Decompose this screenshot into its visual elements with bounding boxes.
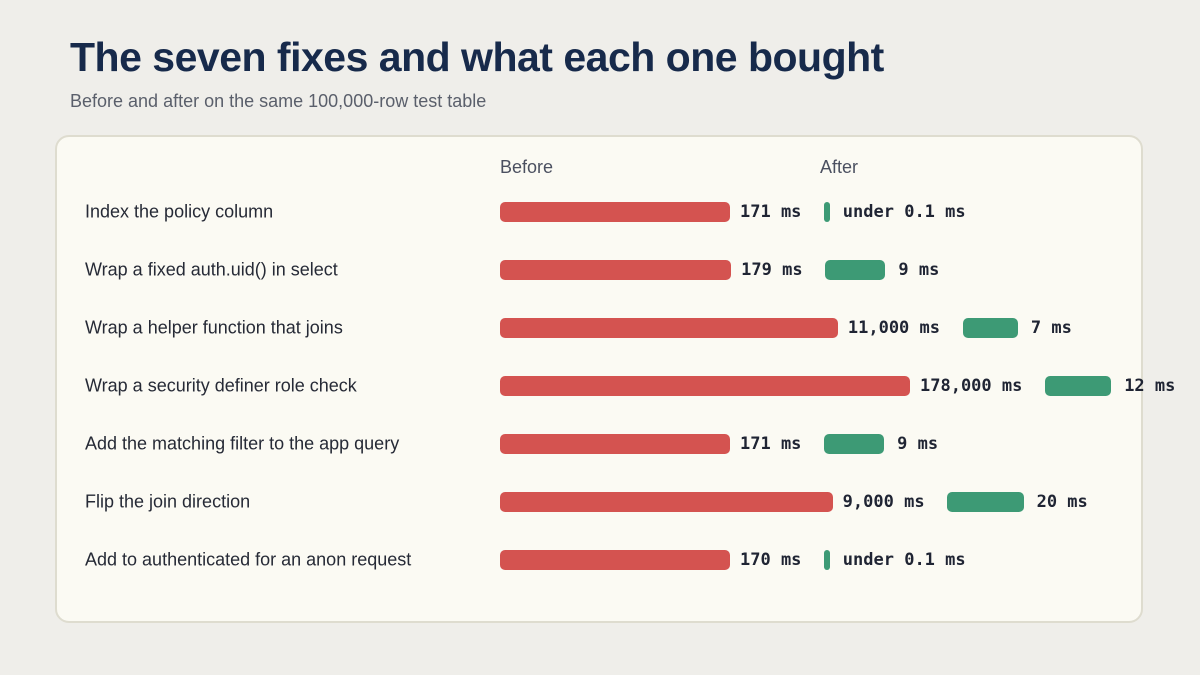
row-label: Index the policy column (85, 201, 274, 222)
after-value-label: 9 ms (897, 434, 939, 454)
after-bar (823, 434, 885, 454)
page-title: The seven fixes and what each one bought (70, 34, 884, 80)
after-bar (823, 550, 830, 570)
before-bar (500, 376, 910, 396)
before-value-label: 178,000 ms (920, 376, 1023, 396)
before-bar (500, 492, 833, 512)
before-value-label: 11,000 ms (847, 318, 940, 338)
before-value-label: 179 ms (741, 260, 803, 280)
before-column-header: Before (500, 157, 554, 177)
before-value-label: 171 ms (740, 434, 802, 454)
before-value-label: 171 ms (740, 202, 802, 222)
before-bar (500, 434, 730, 454)
before-bar (500, 260, 732, 280)
row-label: Add the matching filter to the app query (85, 433, 400, 454)
row-label: Flip the join direction (85, 491, 251, 512)
after-column-header: After (820, 157, 859, 177)
after-value-label: 9 ms (898, 260, 940, 280)
before-bar (500, 318, 838, 338)
before-value-label: 170 ms (740, 550, 802, 570)
before-bar (500, 202, 730, 222)
after-value-label: 12 ms (1124, 376, 1176, 396)
page-subtitle: Before and after on the same 100,000-row… (70, 91, 487, 111)
after-bar (962, 318, 1018, 338)
after-value-label: 7 ms (1030, 318, 1072, 338)
row-label: Wrap a fixed auth.uid() in select (85, 259, 338, 280)
after-bar (947, 492, 1024, 512)
row-label: Wrap a helper function that joins (85, 317, 343, 338)
row-label: Wrap a security definer role check (85, 375, 357, 396)
after-bar (1045, 376, 1112, 396)
row-label: Add to authenticated for an anon request (85, 549, 412, 570)
before-bar (500, 550, 730, 570)
after-value-label: under 0.1 ms (842, 550, 966, 570)
after-bar (823, 202, 830, 222)
before-value-label: 9,000 ms (842, 492, 925, 512)
after-bar (824, 260, 886, 280)
after-value-label: under 0.1 ms (842, 202, 966, 222)
after-value-label: 20 ms (1036, 492, 1088, 512)
